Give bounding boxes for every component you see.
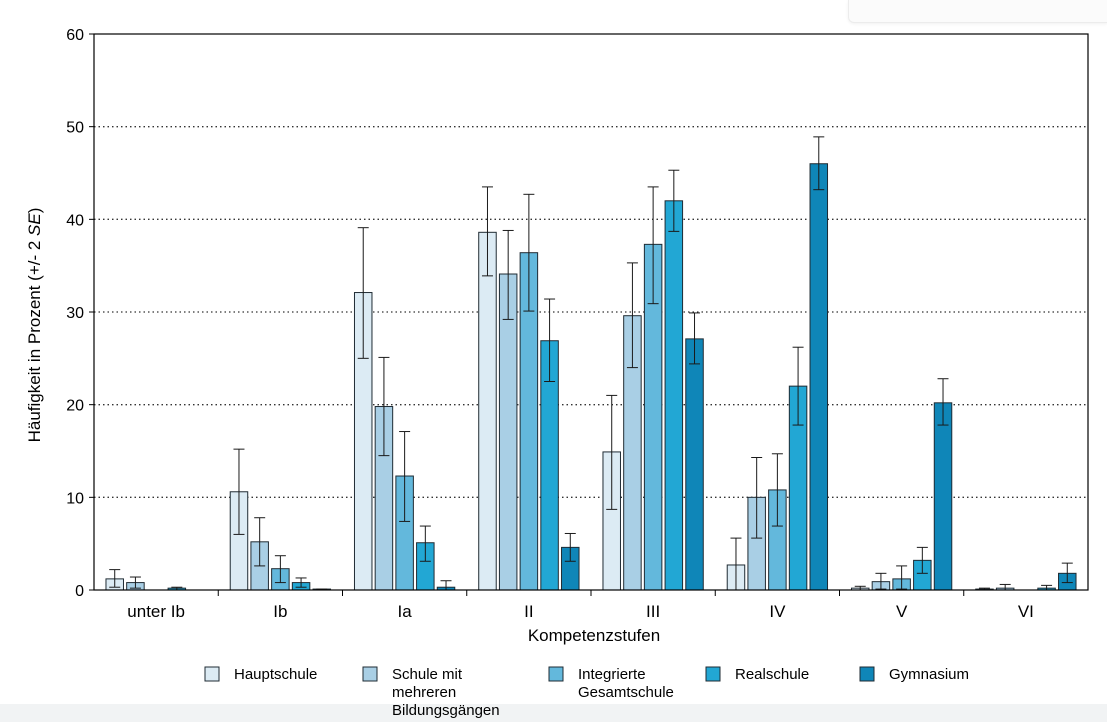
legend: Hauptschule Schule mitmehrerenBildungsgän… bbox=[204, 666, 969, 719]
legend-label: Gesamtschule bbox=[578, 684, 674, 701]
legend-swatch bbox=[705, 666, 721, 682]
legend-label: mehreren bbox=[392, 684, 456, 701]
x-tick-label: VI bbox=[1018, 602, 1034, 621]
x-tick-label: V bbox=[896, 602, 908, 621]
bar bbox=[664, 200, 684, 591]
y-axis-title-italic: SE bbox=[25, 213, 44, 236]
y-tick-label: 10 bbox=[66, 490, 84, 507]
top-panel bbox=[848, 0, 1107, 23]
y-tick-label: 20 bbox=[66, 398, 84, 415]
legend-label: Realschule bbox=[735, 666, 809, 683]
grid-layer bbox=[94, 126, 1088, 498]
x-tick-label: III bbox=[646, 602, 660, 621]
bar bbox=[933, 402, 953, 591]
bar bbox=[685, 338, 704, 591]
legend-swatch bbox=[204, 666, 220, 682]
bar bbox=[478, 231, 497, 591]
x-tick-label: IV bbox=[769, 602, 786, 621]
y-tick-label: 0 bbox=[75, 583, 84, 600]
bottom-strip bbox=[0, 704, 1107, 722]
x-axis-title: Kompetenzstufen bbox=[528, 626, 660, 645]
legend-label: Integrierte bbox=[578, 666, 646, 683]
y-tick-label: 60 bbox=[66, 27, 84, 44]
y-tick-label: 40 bbox=[66, 212, 84, 229]
y-tick-label: 50 bbox=[66, 120, 84, 137]
legend-label: Bildungsgängen bbox=[392, 702, 500, 719]
y-axis-title-prefix: Häufigkeit in Prozent (+/- 2 bbox=[25, 236, 44, 442]
x-tick-label: Ia bbox=[398, 602, 413, 621]
y-axis-title-suffix: ) bbox=[25, 208, 44, 214]
legend-swatch bbox=[548, 666, 564, 682]
legend-swatch bbox=[362, 666, 378, 682]
bar bbox=[809, 163, 829, 591]
bars-layer bbox=[105, 136, 1077, 591]
y-axis-title: Häufigkeit in Prozent (+/- 2 SE) bbox=[25, 208, 44, 443]
x-tick-label: Ib bbox=[273, 602, 287, 621]
bar bbox=[498, 273, 518, 591]
legend-label: Schule mit bbox=[392, 666, 463, 683]
x-tick-label: II bbox=[524, 602, 533, 621]
x-tick-label: unter Ib bbox=[127, 602, 185, 621]
legend-label: Hauptschule bbox=[234, 666, 317, 683]
legend-label: Gymnasium bbox=[889, 666, 969, 683]
category-labels: unter Ib Ib Ia II III IV V VI bbox=[127, 602, 1034, 621]
legend-swatch bbox=[859, 666, 875, 682]
ticks-layer: 0 10 20 30 40 50 60 bbox=[66, 27, 94, 600]
y-tick-label: 30 bbox=[66, 305, 84, 322]
